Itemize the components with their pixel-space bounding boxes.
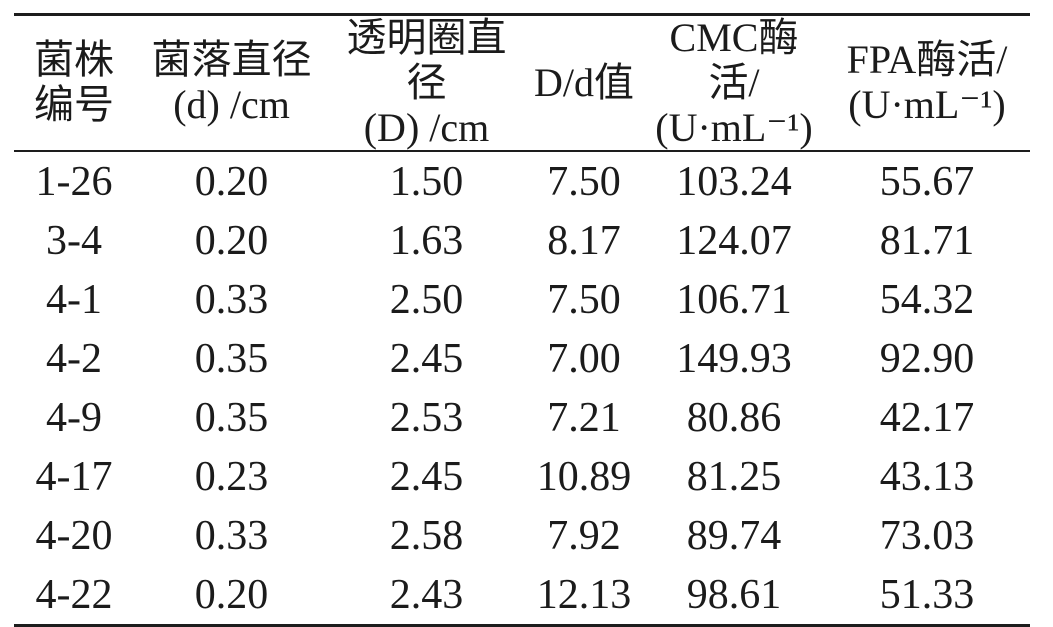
table-row: 4-2 0.35 2.45 7.00 149.93 92.90: [14, 329, 1030, 388]
clear-zone-diameter-cell: 1.63: [389, 217, 464, 264]
header-line: 透明圈直径: [346, 15, 507, 105]
table-row: 4-20 0.33 2.58 7.92 89.74 73.03: [14, 506, 1030, 565]
dd-ratio-cell: 8.17: [547, 217, 621, 264]
col-header-strain-id: 菌株 编号: [14, 14, 134, 153]
header-row: 菌株 编号 菌落直径 (d) /cm 透明圈直径 (D) /cm D/d值 CM…: [14, 14, 1030, 153]
fpa-activity-cell: 55.67: [879, 158, 975, 205]
cmc-activity-cell: 98.61: [686, 571, 782, 618]
dd-ratio-cell: 12.13: [536, 571, 632, 618]
fpa-activity-cell: 43.13: [879, 453, 975, 500]
fpa-activity-cell: 92.90: [879, 335, 975, 382]
cmc-activity-cell: 81.25: [686, 453, 782, 500]
cmc-activity-cell: 89.74: [686, 512, 782, 559]
fpa-activity-cell: 42.17: [879, 394, 975, 441]
strain-enzyme-activity-table: 菌株 编号 菌落直径 (d) /cm 透明圈直径 (D) /cm D/d值 CM…: [14, 13, 1030, 627]
col-header-dd-ratio: D/d值: [524, 14, 644, 153]
cmc-activity-cell: 149.93: [676, 335, 792, 382]
header-line: (d) /cm: [173, 82, 290, 128]
table-row: 4-9 0.35 2.53 7.21 80.86 42.17: [14, 388, 1030, 447]
cmc-activity-cell: 106.71: [676, 276, 792, 323]
colony-diameter-cell: 0.33: [194, 512, 269, 559]
dd-ratio-cell: 7.21: [547, 394, 621, 441]
dd-ratio-cell: 7.00: [547, 335, 621, 382]
cmc-activity-cell: 103.24: [676, 158, 792, 205]
colony-diameter-cell: 0.23: [194, 453, 269, 500]
dd-ratio-cell: 10.89: [536, 453, 632, 500]
strain-id-cell: 3-4: [46, 217, 102, 264]
header-line: 菌落直径: [151, 37, 312, 83]
header-line: D/d值: [534, 59, 634, 105]
dd-ratio-cell: 7.50: [547, 276, 621, 323]
strain-id-cell: 4-9: [46, 394, 102, 441]
clear-zone-diameter-cell: 2.58: [389, 512, 464, 559]
table-row: 4-22 0.20 2.43 12.13 98.61 51.33: [14, 565, 1030, 626]
fpa-activity-cell: 51.33: [879, 571, 975, 618]
colony-diameter-cell: 0.33: [194, 276, 269, 323]
table-row: 4-17 0.23 2.45 10.89 81.25 43.13: [14, 447, 1030, 506]
header-line: (U·mL⁻¹): [655, 104, 813, 150]
header-line: FPA酶活/: [846, 37, 1008, 83]
strain-id-cell: 4-1: [46, 276, 102, 323]
strain-id-cell: 1-26: [35, 158, 113, 205]
clear-zone-diameter-cell: 2.45: [389, 453, 464, 500]
strain-id-cell: 4-22: [35, 571, 113, 618]
col-header-colony-diameter: 菌落直径 (d) /cm: [134, 14, 329, 153]
header-line: (D) /cm: [363, 104, 490, 150]
strain-enzyme-activity-table-container: 菌株 编号 菌落直径 (d) /cm 透明圈直径 (D) /cm D/d值 CM…: [14, 13, 1030, 627]
table-row: 1-26 0.20 1.50 7.50 103.24 55.67: [14, 151, 1030, 211]
header-line: 编号: [34, 82, 114, 128]
dd-ratio-cell: 7.50: [547, 158, 621, 205]
strain-id-cell: 4-17: [35, 453, 113, 500]
table-row: 3-4 0.20 1.63 8.17 124.07 81.71: [14, 211, 1030, 270]
colony-diameter-cell: 0.20: [194, 158, 269, 205]
strain-id-cell: 4-2: [46, 335, 102, 382]
col-header-cmc-enzyme-activity: CMC酶活/ (U·mL⁻¹): [644, 14, 824, 153]
table-row: 4-1 0.33 2.50 7.50 106.71 54.32: [14, 270, 1030, 329]
colony-diameter-cell: 0.20: [194, 571, 269, 618]
fpa-activity-cell: 81.71: [879, 217, 975, 264]
cmc-activity-cell: 124.07: [676, 217, 792, 264]
clear-zone-diameter-cell: 1.50: [389, 158, 464, 205]
header-line: 菌株: [34, 37, 114, 83]
header-line: (U·mL⁻¹): [848, 82, 1006, 128]
clear-zone-diameter-cell: 2.50: [389, 276, 464, 323]
fpa-activity-cell: 54.32: [879, 276, 975, 323]
cmc-activity-cell: 80.86: [686, 394, 782, 441]
col-header-fpa-enzyme-activity: FPA酶活/ (U·mL⁻¹): [824, 14, 1030, 153]
clear-zone-diameter-cell: 2.43: [389, 571, 464, 618]
colony-diameter-cell: 0.35: [194, 335, 269, 382]
header-line: CMC酶活/: [669, 15, 799, 105]
table-header: 菌株 编号 菌落直径 (d) /cm 透明圈直径 (D) /cm D/d值 CM…: [14, 14, 1030, 153]
strain-id-cell: 4-20: [35, 512, 113, 559]
clear-zone-diameter-cell: 2.45: [389, 335, 464, 382]
fpa-activity-cell: 73.03: [879, 512, 975, 559]
table-body: 1-26 0.20 1.50 7.50 103.24 55.67 3-4 0.2…: [14, 151, 1030, 626]
dd-ratio-cell: 7.92: [547, 512, 621, 559]
colony-diameter-cell: 0.20: [194, 217, 269, 264]
colony-diameter-cell: 0.35: [194, 394, 269, 441]
col-header-clear-zone-diameter: 透明圈直径 (D) /cm: [329, 14, 524, 153]
clear-zone-diameter-cell: 2.53: [389, 394, 464, 441]
